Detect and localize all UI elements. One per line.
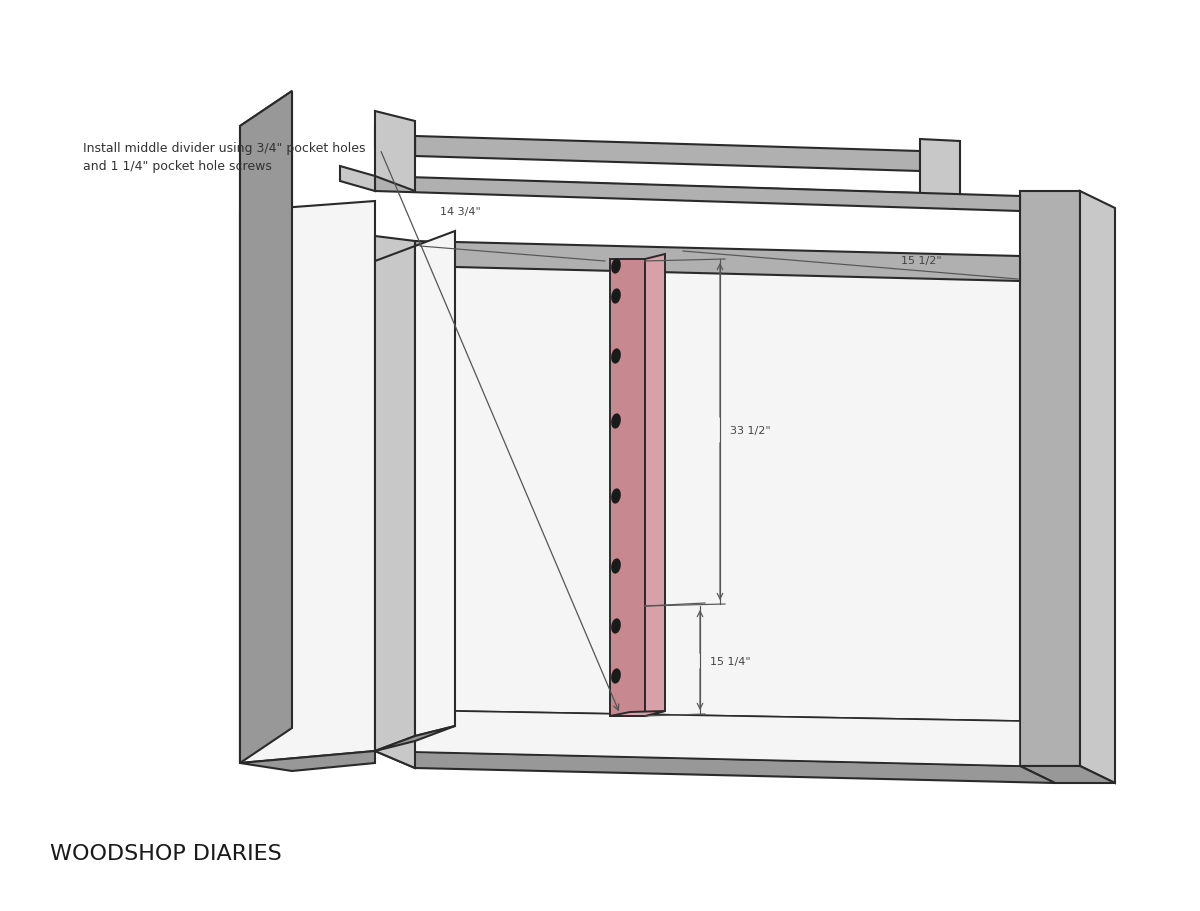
Polygon shape (340, 167, 376, 192)
Polygon shape (376, 247, 415, 752)
Text: 15 1/4": 15 1/4" (710, 656, 751, 666)
Ellipse shape (612, 559, 620, 573)
Polygon shape (376, 127, 415, 157)
Polygon shape (376, 237, 415, 267)
Ellipse shape (612, 290, 620, 303)
Text: WOODSHOP DIARIES: WOODSHOP DIARIES (50, 843, 282, 863)
Text: 15 1/2": 15 1/2" (900, 256, 941, 266)
Text: Install middle divider using 3/4" pocket holes
and 1 1/4" pocket hole screws: Install middle divider using 3/4" pocket… (83, 142, 366, 173)
Ellipse shape (612, 489, 620, 504)
Polygon shape (415, 241, 1020, 281)
Polygon shape (376, 169, 415, 192)
Polygon shape (376, 726, 415, 768)
Polygon shape (1020, 192, 1080, 766)
Ellipse shape (612, 350, 620, 363)
Polygon shape (240, 752, 376, 771)
Polygon shape (920, 140, 960, 209)
Ellipse shape (612, 619, 620, 633)
Polygon shape (610, 260, 646, 716)
Polygon shape (455, 257, 1020, 722)
Polygon shape (610, 711, 665, 716)
Ellipse shape (612, 260, 620, 273)
Text: 14 3/4": 14 3/4" (440, 207, 481, 217)
Polygon shape (415, 231, 455, 736)
Polygon shape (240, 92, 292, 763)
Polygon shape (240, 92, 292, 763)
Polygon shape (1080, 192, 1115, 783)
Ellipse shape (612, 415, 620, 428)
Polygon shape (415, 179, 920, 207)
Polygon shape (1020, 766, 1115, 783)
Ellipse shape (612, 670, 620, 683)
Polygon shape (376, 112, 415, 192)
Polygon shape (376, 711, 1020, 766)
Polygon shape (376, 726, 455, 752)
Polygon shape (646, 255, 665, 716)
Text: 33 1/2": 33 1/2" (730, 425, 770, 435)
Polygon shape (376, 177, 1020, 211)
Polygon shape (240, 201, 376, 763)
Polygon shape (415, 137, 920, 172)
Polygon shape (376, 752, 1055, 783)
